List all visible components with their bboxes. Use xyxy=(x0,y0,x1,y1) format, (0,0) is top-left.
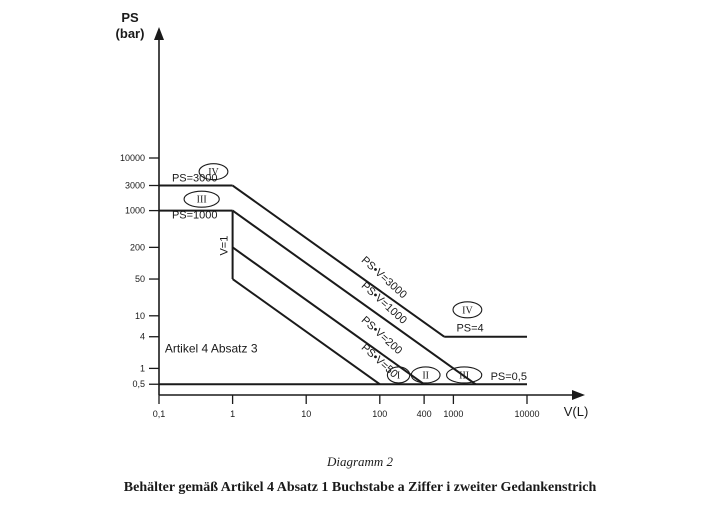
diagram-title: Behälter gemäß Artikel 4 Absatz 1 Buchst… xyxy=(123,480,597,495)
line-label: V=1 xyxy=(218,236,230,256)
category-marker: I xyxy=(386,366,411,384)
svg-text:IV: IV xyxy=(208,167,219,178)
line-label: PS=3000 xyxy=(172,172,218,184)
x-tick-label: 400 xyxy=(417,409,432,419)
category-marker: III xyxy=(183,190,220,208)
y-tick-label: 10000 xyxy=(120,153,145,163)
boundary-line xyxy=(232,184,445,338)
y-tick-label: 10 xyxy=(135,311,145,321)
boundary-line xyxy=(232,209,477,386)
category-marker: IV xyxy=(198,163,229,181)
pressure-volume-diagram: PS(bar) V(L) 0,5 1 4 10 50 200 1000 3000 10000 0,1 1… xyxy=(116,10,589,419)
y-tick-label: 1 xyxy=(140,363,145,373)
svg-text:III: III xyxy=(197,195,207,206)
y-axis-label: (bar) xyxy=(116,26,145,41)
line-label: PS=4 xyxy=(456,323,483,335)
y-axis-arrow xyxy=(154,27,164,40)
svg-text:III: III xyxy=(459,370,469,381)
y-axis-label: PS xyxy=(121,10,139,25)
svg-text:IV: IV xyxy=(462,305,473,316)
annotation-text: Artikel 4 Absatz 3 xyxy=(165,342,258,356)
category-marker: III xyxy=(446,366,483,384)
x-tick-label: 100 xyxy=(372,409,387,419)
x-tick-label: 10000 xyxy=(514,409,539,419)
chart-labels: PS=3000PS=1000PS=4PS=0,5V=1PS•V=3000PS•V… xyxy=(165,163,527,384)
axes: PS(bar) V(L) 0,5 1 4 10 50 200 1000 3000 10000 0,1 1… xyxy=(116,10,589,419)
chart-lines xyxy=(159,184,527,386)
line-label: PS=0,5 xyxy=(491,371,527,383)
y-tick-label: 1000 xyxy=(125,206,145,216)
y-tick-label: 50 xyxy=(135,274,145,284)
y-tick-label: 4 xyxy=(140,332,145,342)
y-tick-label: 200 xyxy=(130,242,145,252)
x-tick-label: 1 xyxy=(230,409,235,419)
x-axis-arrow xyxy=(572,390,585,400)
diagram-number: Diagramm 2 xyxy=(326,454,394,469)
boundary-line xyxy=(232,246,425,386)
x-axis-label: V(L) xyxy=(564,404,589,419)
category-marker: II xyxy=(410,366,441,384)
boundary-line xyxy=(232,278,381,386)
x-tick-label: 0,1 xyxy=(153,409,166,419)
x-tick-label: 1000 xyxy=(443,409,463,419)
y-tick-label: 3000 xyxy=(125,181,145,191)
x-tick-label: 10 xyxy=(301,409,311,419)
line-label: PS=1000 xyxy=(172,210,218,222)
y-tick-label: 0,5 xyxy=(132,379,145,389)
svg-text:II: II xyxy=(422,370,429,381)
svg-text:I: I xyxy=(397,370,400,381)
category-marker: IV xyxy=(452,301,483,319)
